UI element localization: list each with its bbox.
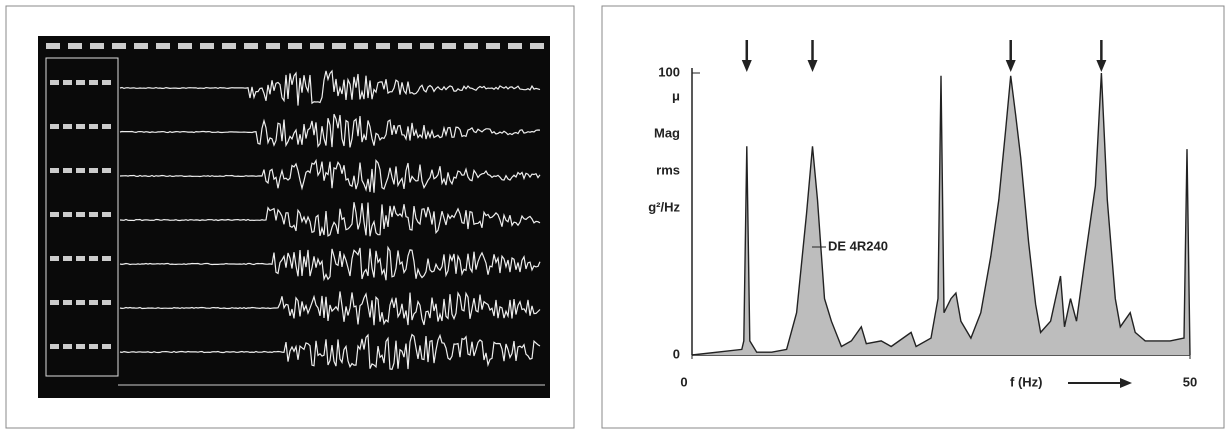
- scope-trace: [119, 202, 541, 237]
- scope-label-block: [102, 300, 111, 305]
- scope-label-block: [102, 80, 111, 85]
- y-axis-label: rms: [656, 162, 680, 177]
- scope-trace: [119, 245, 541, 282]
- scope-label-column: [45, 57, 119, 377]
- scope-label-block: [76, 124, 85, 129]
- right-panel: [601, 5, 1225, 429]
- y-axis-label: Mag: [654, 125, 680, 140]
- peak-arrowhead: [741, 60, 752, 72]
- x-axis-label: f (Hz): [1010, 374, 1043, 389]
- spectrum-line: [691, 72, 1191, 356]
- scope-trace: [119, 113, 541, 148]
- scope-label-block: [76, 168, 85, 173]
- scope-label-block: [102, 212, 111, 217]
- y-tick-label: 0: [673, 346, 680, 361]
- scope-label-block: [63, 256, 72, 261]
- x-tick-label: 0: [680, 374, 687, 389]
- scope-label-block: [102, 344, 111, 349]
- peak-arrowhead: [1096, 60, 1107, 72]
- scope-label-block: [76, 212, 85, 217]
- annotation: DE 4R240: [828, 238, 888, 253]
- scope-label-block: [50, 212, 59, 217]
- scope-label-block: [50, 256, 59, 261]
- scope-label-block: [76, 256, 85, 261]
- scope-label-block: [89, 344, 98, 349]
- scope-label-block: [89, 124, 98, 129]
- scope-trace: [119, 333, 541, 370]
- peak-arrowhead: [807, 60, 818, 72]
- x-label-arrowhead: [1120, 378, 1132, 388]
- scope-trace: [119, 291, 541, 326]
- scope-label-block: [76, 80, 85, 85]
- scope-label-block: [50, 124, 59, 129]
- scope-label-block: [50, 344, 59, 349]
- scope-label-block: [50, 300, 59, 305]
- scope-label-block: [89, 256, 98, 261]
- scope-label-block: [89, 80, 98, 85]
- peak-arrowhead: [1005, 60, 1016, 72]
- scope-trace: [119, 158, 541, 193]
- scope-label-block: [102, 168, 111, 173]
- y-axis-label: μ: [672, 88, 680, 103]
- scope-label-block: [102, 124, 111, 129]
- scope-label-block: [102, 256, 111, 261]
- spectrum-area: [692, 73, 1190, 355]
- scope-label-block: [63, 168, 72, 173]
- y-tick-label: 100: [658, 64, 680, 79]
- scope-label-block: [63, 300, 72, 305]
- scope-label-block: [63, 124, 72, 129]
- scope-label-block: [63, 80, 72, 85]
- scope-label-block: [76, 300, 85, 305]
- y-axis-label: g²/Hz: [648, 199, 680, 214]
- scope-traces: [45, 43, 545, 386]
- scope-label-block: [63, 212, 72, 217]
- scope-label-block: [50, 168, 59, 173]
- scope-trace: [119, 69, 541, 106]
- scope-label-block: [76, 344, 85, 349]
- scope-label-block: [89, 212, 98, 217]
- scope-label-block: [63, 344, 72, 349]
- scope-label-block: [89, 300, 98, 305]
- scope-label-block: [89, 168, 98, 173]
- x-tick-label: 50: [1183, 374, 1197, 389]
- scope-label-block: [50, 80, 59, 85]
